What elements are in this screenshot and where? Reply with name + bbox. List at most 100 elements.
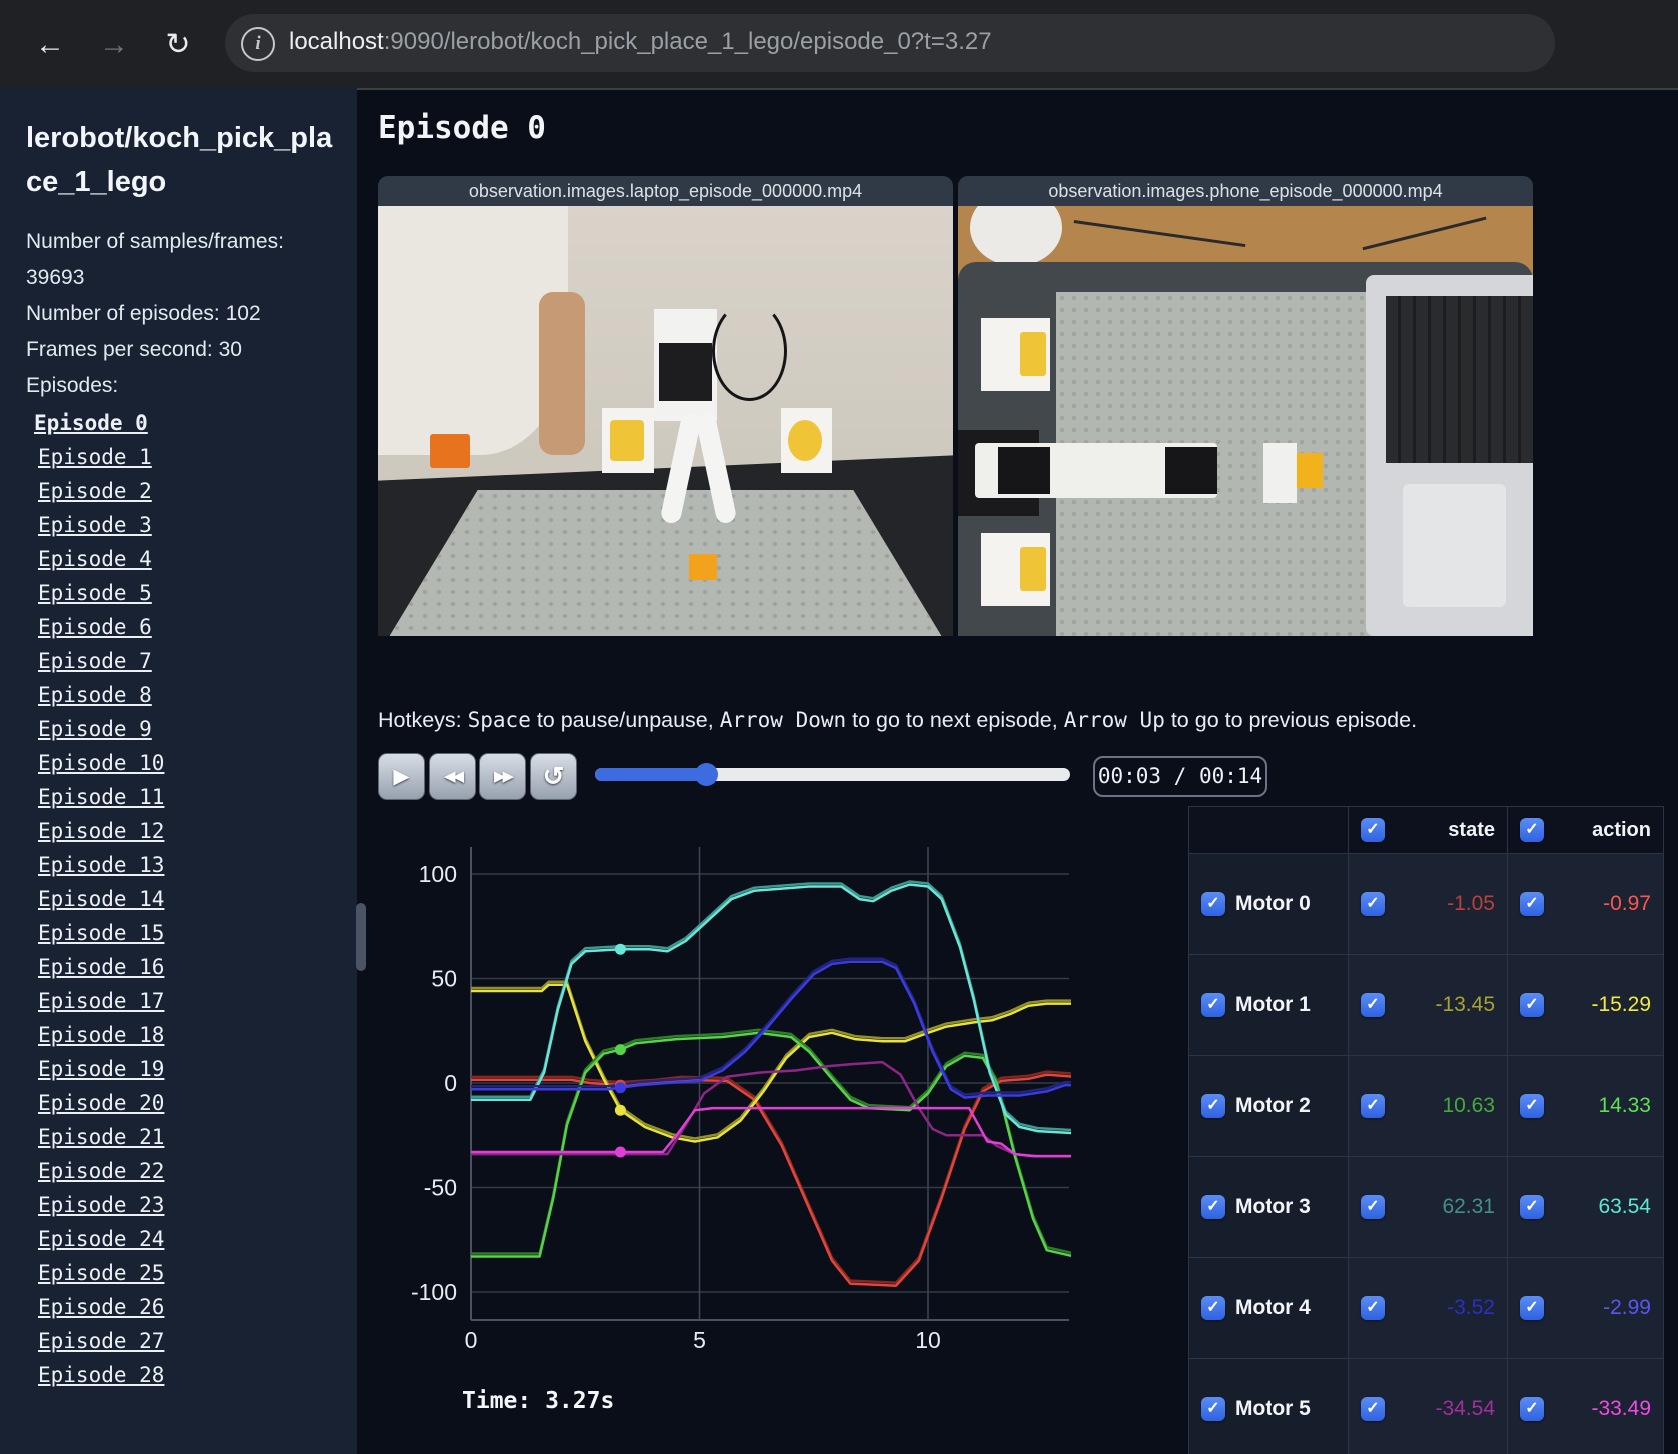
sidebar-episode-link[interactable]: Episode 5 — [38, 581, 152, 605]
person-shape — [378, 206, 568, 456]
state-checkbox[interactable]: ✓ — [1361, 892, 1385, 916]
state-value: -34.54 — [1435, 1397, 1495, 1420]
action-checkbox[interactable]: ✓ — [1520, 1094, 1544, 1118]
motor-checkbox[interactable]: ✓ — [1201, 1397, 1225, 1421]
motor-checkbox[interactable]: ✓ — [1201, 1195, 1225, 1219]
sidebar-episode-link[interactable]: Episode 23 — [38, 1193, 165, 1217]
rewind-icon: ◀◀ — [443, 768, 464, 785]
action-value: -0.97 — [1603, 892, 1651, 915]
hotkey-space: Space — [467, 708, 531, 732]
video-card-laptop: observation.images.laptop_episode_000000… — [378, 176, 953, 636]
hotkeys-help: Hotkeys: Space to pause/unpause, Arrow D… — [378, 708, 1417, 733]
motor-label: Motor 5 — [1235, 1397, 1311, 1420]
panda-box-shape — [602, 408, 654, 473]
sidebar-episode-link[interactable]: Episode 9 — [38, 717, 152, 741]
seek-slider[interactable] — [595, 763, 1070, 786]
sidebar-episode-link[interactable]: Episode 10 — [38, 751, 165, 775]
sidebar-episode-link[interactable]: Episode 4 — [38, 547, 152, 571]
video-card-phone: observation.images.phone_episode_000000.… — [958, 176, 1533, 636]
motor-action-cell: ✓ -33.49 — [1508, 1359, 1663, 1454]
motor-action-cell: ✓ -0.97 — [1508, 854, 1663, 954]
sidebar-episode-link[interactable]: Episode 19 — [38, 1057, 165, 1081]
rewind-button[interactable]: ◀◀ — [429, 753, 476, 800]
site-info-icon[interactable]: i — [241, 27, 275, 61]
action-column-checkbox[interactable]: ✓ — [1520, 818, 1544, 842]
sidebar-episode-link[interactable]: Episode 2 — [38, 479, 152, 503]
sidebar-episode-link[interactable]: Episode 20 — [38, 1091, 165, 1115]
object-shape — [969, 206, 1062, 267]
url-text[interactable]: localhost:9090/lerobot/koch_pick_place_1… — [289, 28, 992, 56]
seek-slider-thumb[interactable] — [695, 763, 719, 786]
state-header-label: state — [1448, 818, 1495, 841]
state-checkbox[interactable]: ✓ — [1361, 1397, 1385, 1421]
svg-text:50: 50 — [431, 966, 457, 992]
sidebar-episode-link[interactable]: Episode 22 — [38, 1159, 165, 1183]
action-value: 14.33 — [1598, 1094, 1651, 1117]
sidebar-episode-link[interactable]: Episode 28 — [38, 1363, 165, 1387]
robot-arm-shape — [654, 309, 718, 421]
motor-checkbox[interactable]: ✓ — [1201, 1296, 1225, 1320]
hotkeys-prefix: Hotkeys: — [378, 708, 468, 732]
fps-info: Frames per second: 30 — [26, 338, 242, 361]
motor-checkbox[interactable]: ✓ — [1201, 993, 1225, 1017]
page-title: Episode 0 — [378, 110, 546, 146]
action-checkbox[interactable]: ✓ — [1520, 993, 1544, 1017]
play-button[interactable]: ▶ — [378, 753, 425, 800]
sidebar-episode-link[interactable]: Episode 16 — [38, 955, 165, 979]
state-checkbox[interactable]: ✓ — [1361, 1094, 1385, 1118]
state-checkbox[interactable]: ✓ — [1361, 1195, 1385, 1219]
sidebar-episode-link[interactable]: Episode 18 — [38, 1023, 165, 1047]
episodes-count: Number of episodes: 102 — [26, 302, 261, 325]
motor-action-cell: ✓ 63.54 — [1508, 1157, 1663, 1257]
action-checkbox[interactable]: ✓ — [1520, 1397, 1544, 1421]
action-value: -33.49 — [1591, 1397, 1651, 1420]
state-value: -13.45 — [1435, 993, 1495, 1016]
svg-text:0: 0 — [465, 1327, 478, 1353]
action-checkbox[interactable]: ✓ — [1520, 1195, 1544, 1219]
sidebar-episode-link[interactable]: Episode 1 — [38, 445, 152, 469]
person-arm-shape — [539, 292, 585, 456]
motor-checkbox[interactable]: ✓ — [1201, 1094, 1225, 1118]
back-icon[interactable]: ← — [35, 28, 65, 61]
sidebar-episode-link[interactable]: Episode 13 — [38, 853, 165, 877]
state-header: ✓ state — [1349, 807, 1507, 853]
motor-chart[interactable]: 100 50 0 -50 -100 0 5 10 — [359, 800, 1074, 1400]
sidebar-episode-link[interactable]: Episode 0 — [34, 411, 148, 435]
loop-button[interactable]: ↺ — [530, 753, 577, 800]
action-checkbox[interactable]: ✓ — [1520, 892, 1544, 916]
hotkeys-text: to pause/unpause, — [530, 708, 720, 732]
video-player-phone[interactable] — [958, 206, 1533, 636]
video-player-laptop[interactable] — [378, 206, 953, 636]
fast-forward-icon: ▶▶ — [493, 768, 514, 785]
sidebar-episode-link[interactable]: Episode 17 — [38, 989, 165, 1013]
sidebar-episode-link[interactable]: Episode 21 — [38, 1125, 165, 1149]
sidebar-episode-link[interactable]: Episode 6 — [38, 615, 152, 639]
sidebar-episode-link[interactable]: Episode 24 — [38, 1227, 165, 1251]
fast-forward-button[interactable]: ▶▶ — [479, 753, 526, 800]
sidebar-episode-link[interactable]: Episode 25 — [38, 1261, 165, 1285]
action-checkbox[interactable]: ✓ — [1520, 1296, 1544, 1320]
state-checkbox[interactable]: ✓ — [1361, 1296, 1385, 1320]
sidebar-episode-link[interactable]: Episode 26 — [38, 1295, 165, 1319]
address-bar[interactable]: i localhost:9090/lerobot/koch_pick_place… — [225, 14, 1555, 72]
sidebar-episode-link[interactable]: Episode 12 — [38, 819, 165, 843]
svg-text:-50: -50 — [424, 1175, 457, 1201]
forward-icon[interactable]: → — [99, 28, 129, 61]
state-value: 62.31 — [1442, 1195, 1495, 1218]
sidebar-episode-link[interactable]: Episode 7 — [38, 649, 152, 673]
state-checkbox[interactable]: ✓ — [1361, 993, 1385, 1017]
motor-checkbox[interactable]: ✓ — [1201, 892, 1225, 916]
sidebar-episode-link[interactable]: Episode 3 — [38, 513, 152, 537]
scrollbar-thumb[interactable] — [356, 903, 366, 971]
sidebar-episode-link[interactable]: Episode 14 — [38, 887, 165, 911]
reload-icon[interactable]: ↻ — [165, 28, 191, 61]
sidebar: lerobot/koch_pick_place_1_lego Number of… — [0, 88, 357, 1454]
sidebar-episode-link[interactable]: Episode 27 — [38, 1329, 165, 1353]
sidebar-episode-link[interactable]: Episode 15 — [38, 921, 165, 945]
motor-row-label-cell: ✓ Motor 0 — [1189, 854, 1348, 954]
action-header: ✓ action — [1508, 807, 1663, 853]
sidebar-episode-link[interactable]: Episode 8 — [38, 683, 152, 707]
state-column-checkbox[interactable]: ✓ — [1361, 818, 1385, 842]
sidebar-episode-link[interactable]: Episode 11 — [38, 785, 165, 809]
